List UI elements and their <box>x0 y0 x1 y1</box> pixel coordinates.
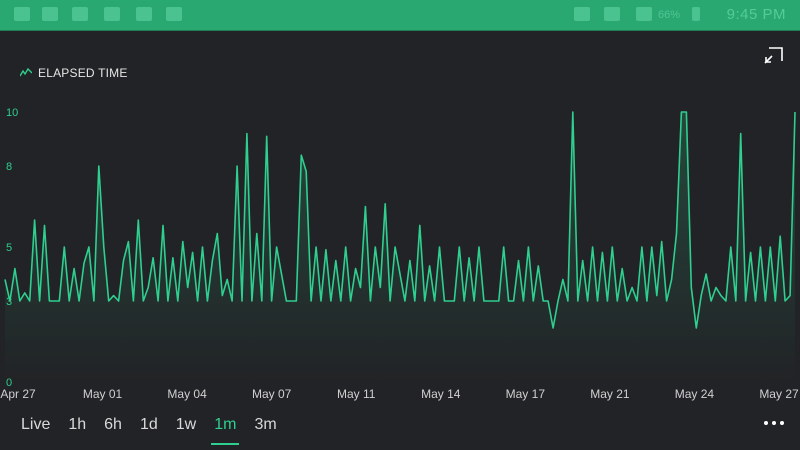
app-icon <box>104 7 120 21</box>
y-tick-label: 10 <box>6 107 18 119</box>
x-tick-label: May 24 <box>675 387 715 401</box>
x-tick-label: May 27 <box>759 387 799 401</box>
range-button-3m[interactable]: 3m <box>254 416 277 433</box>
signal-icon <box>636 7 652 21</box>
video-icon <box>72 7 88 21</box>
range-button-6h[interactable]: 6h <box>104 416 122 433</box>
play-icon <box>166 7 182 21</box>
status-time: 9:45 PM <box>726 6 786 23</box>
legend-label: ELAPSED TIME <box>38 66 128 80</box>
series-area <box>5 112 795 382</box>
x-tick-label: May 04 <box>167 387 207 401</box>
range-button-1d[interactable]: 1d <box>139 416 158 433</box>
battery-icon <box>692 7 700 21</box>
range-button-live[interactable]: Live <box>21 416 51 433</box>
x-tick-label: May 14 <box>421 387 461 401</box>
y-tick-label: 0 <box>6 377 12 389</box>
range-button-1h[interactable]: 1h <box>68 416 87 433</box>
x-tick-label: May 07 <box>252 387 292 401</box>
more-horizontal-icon[interactable] <box>762 413 786 433</box>
time-range-selector: Live 1h 6h 1d 1w 1m 3m <box>12 410 286 445</box>
battery-percent: 66% <box>657 9 680 21</box>
x-tick-label: Apr 27 <box>0 387 36 401</box>
chart-legend: ELAPSED TIME <box>19 64 128 82</box>
notification-icon <box>14 7 30 21</box>
status-bar: 66% 9:45 PM <box>0 0 800 31</box>
range-button-1w[interactable]: 1w <box>175 416 197 433</box>
elapsed-time-chart: 0 3 5 8 10 Apr 27 May 01 May 04 May 07 May 11 May… <box>0 107 799 401</box>
x-tick-label: May 11 <box>337 387 376 401</box>
y-tick-label: 8 <box>6 161 12 173</box>
y-tick-label: 5 <box>6 242 12 254</box>
series-line <box>4 111 796 329</box>
wifi-icon <box>604 7 620 21</box>
exit-fullscreen-icon[interactable] <box>762 46 784 66</box>
gallery-icon <box>42 7 58 21</box>
chart-line-icon <box>19 64 33 82</box>
x-tick-label: May 21 <box>590 387 630 401</box>
nfc-icon <box>574 7 590 21</box>
x-tick-label: May 17 <box>506 387 546 401</box>
range-button-1m[interactable]: 1m <box>205 411 245 445</box>
y-tick-label: 3 <box>6 296 12 308</box>
chat-icon <box>136 7 152 21</box>
x-tick-label: May 01 <box>83 387 123 401</box>
